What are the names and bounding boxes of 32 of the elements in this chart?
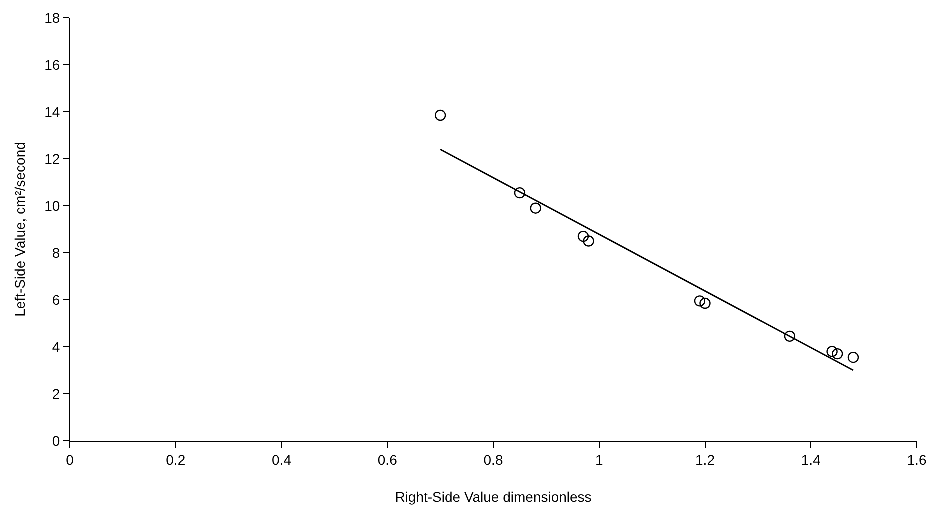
x-tick-label: 0.2 [166,452,186,468]
y-tick-label: 10 [44,198,60,214]
point [700,298,711,310]
x-tick-label: 1.6 [907,452,927,468]
y-tick-label: 6 [52,292,60,308]
y-tick-label: 2 [52,386,60,402]
x-tick-label: 1 [595,452,604,468]
y-axis-title: Left-Side Value, cm²/second [12,142,28,317]
point [784,330,796,342]
point [694,296,706,307]
x-tick-label: 1.2 [696,452,716,468]
point [530,202,542,214]
y-tick-label: 18 [44,10,60,26]
point [848,352,860,364]
x-tick-label: 0.4 [272,452,292,468]
x-tick-label: 0.6 [378,452,398,468]
x-tick-label: 0 [66,452,74,468]
point [434,110,446,122]
point [578,230,590,242]
x-tick-label: 1.4 [801,452,822,468]
x-axis-title: Right-Side Value dimensionless [395,489,592,506]
point [826,346,838,358]
y-tick-label: 16 [44,56,60,73]
point [832,348,844,360]
y-tick-label: 12 [44,150,60,167]
point [514,187,526,199]
y-tick-label: 14 [44,104,60,120]
y-tick-label: 8 [52,244,60,261]
x-tick-label: 0.8 [484,452,504,468]
point [583,236,594,247]
y-tick-label: 0 [52,432,60,449]
y-tick-label: 4 [52,338,60,355]
